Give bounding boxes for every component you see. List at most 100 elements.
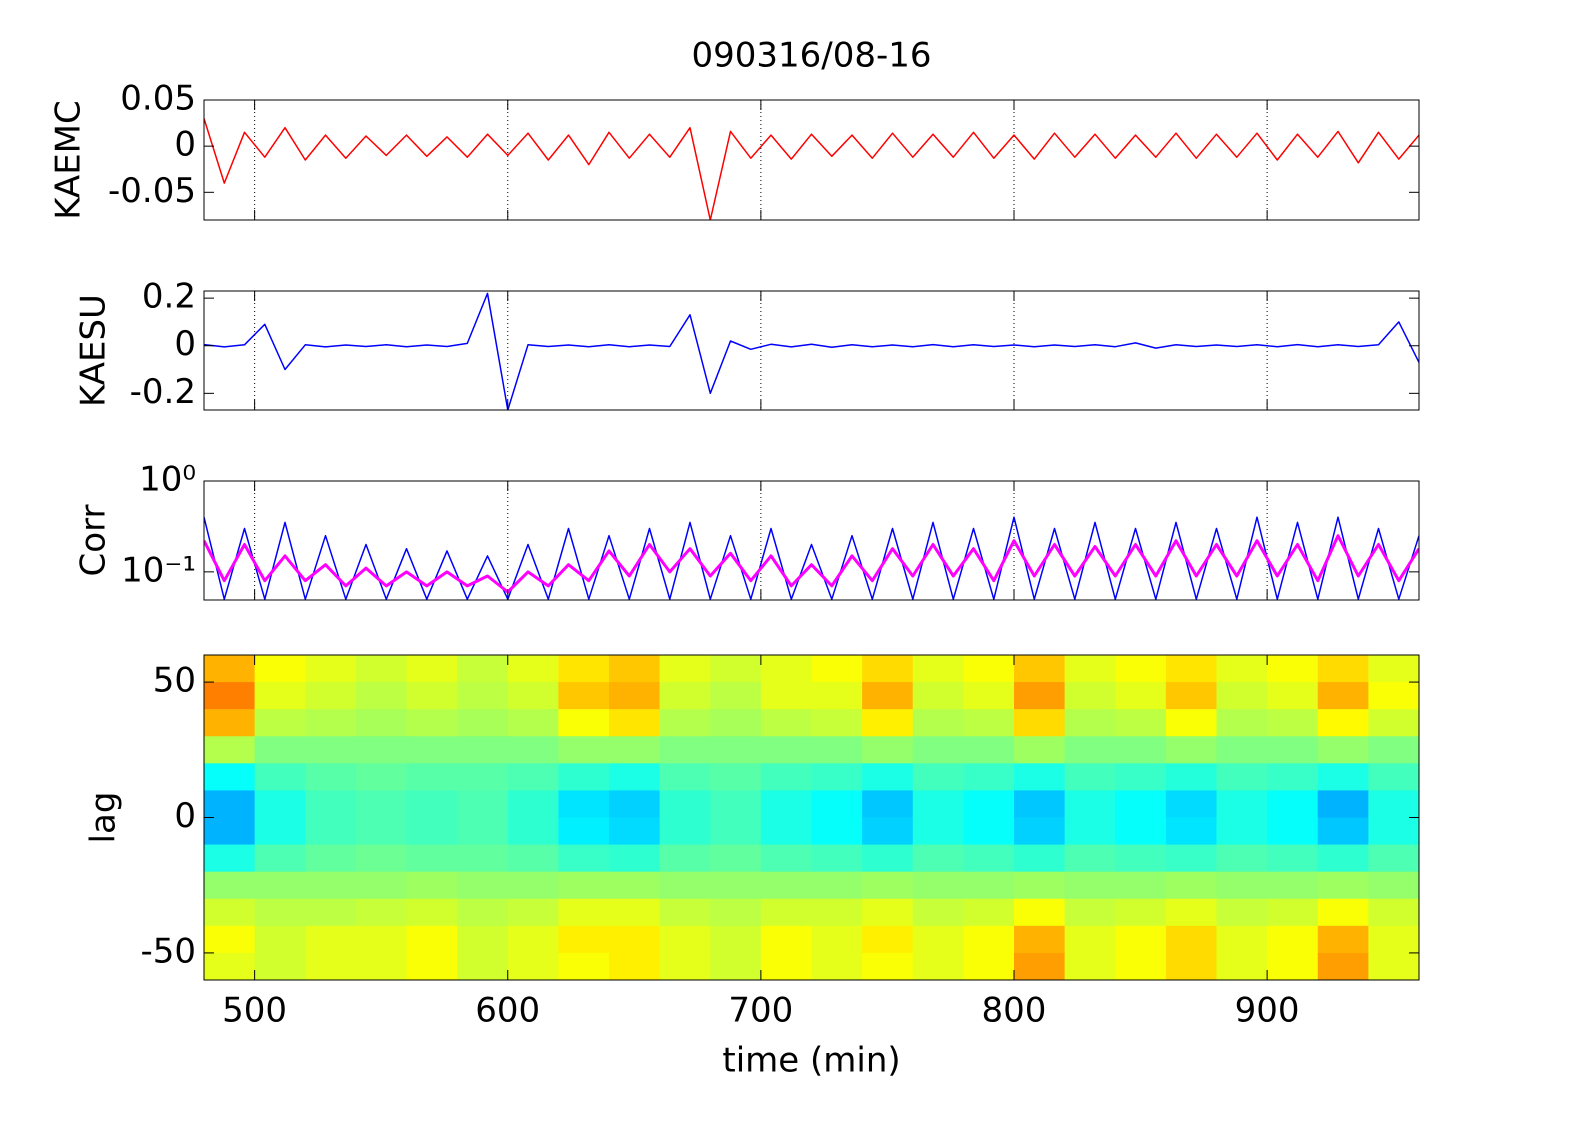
heatmap-cell: [963, 709, 1015, 737]
heatmap-cell: [1317, 736, 1369, 764]
heatmap-cell: [1317, 682, 1369, 710]
heatmap-cell: [862, 655, 914, 683]
heatmap-cell: [1165, 871, 1218, 900]
heatmap-cell: [1165, 736, 1218, 764]
heatmap-cell: [507, 925, 559, 954]
heatmap-cell: [1267, 952, 1319, 980]
heatmap-cell: [811, 763, 863, 792]
heatmap-cell: [1317, 925, 1369, 954]
heatmap-cell: [204, 871, 256, 900]
heatmap-cell: [811, 844, 863, 873]
series-line: [204, 292, 1419, 410]
heatmap-cell: [760, 655, 813, 683]
heatmap-cell: [1368, 817, 1419, 846]
heatmap-cell: [254, 952, 306, 980]
heatmap-cell: [912, 952, 964, 980]
heatmap-cell: [355, 790, 408, 819]
heatmap-cell: [406, 709, 458, 737]
heatmap-cell: [1216, 952, 1268, 980]
heatmap-cell: [710, 898, 762, 927]
series-line: [204, 118, 1419, 220]
heatmap-cell: [406, 817, 458, 846]
heatmap-cell: [1368, 655, 1419, 683]
heatmap-cell: [659, 763, 711, 792]
heatmap-cell: [406, 925, 458, 954]
heatmap-cell: [1368, 925, 1419, 954]
heatmap-cell: [1115, 952, 1167, 980]
y-tick-label: -50: [140, 931, 196, 971]
heatmap-cell: [1267, 925, 1319, 954]
heatmap-cell: [912, 736, 964, 764]
heatmap-cell: [1064, 898, 1116, 927]
heatmap-cell: [1014, 736, 1066, 764]
heatmap-cell: [1064, 709, 1116, 737]
heatmap-cell: [710, 655, 762, 683]
heatmap-cell: [457, 763, 509, 792]
heatmap-cell: [1014, 817, 1066, 846]
heatmap-cell: [305, 763, 357, 792]
heatmap-cell: [355, 655, 408, 683]
heatmap-cell: [305, 736, 357, 764]
heatmap-cell: [862, 682, 914, 710]
heatmap-cell: [457, 817, 509, 846]
heatmap-cell: [355, 844, 408, 873]
x-tick-label: 700: [728, 991, 793, 1031]
heatmap-cell: [1014, 898, 1066, 927]
heatmap-cell: [558, 871, 610, 900]
heatmap-cell: [1267, 709, 1319, 737]
heatmap-cell: [609, 898, 661, 927]
heatmap-cell: [1115, 736, 1167, 764]
heatmap-cell: [204, 763, 256, 792]
heatmap-cell: [406, 655, 458, 683]
plot-area: [204, 655, 1419, 980]
heatmap-cell: [1317, 952, 1369, 980]
heatmap-cell: [558, 898, 610, 927]
heatmap-cell: [1115, 844, 1167, 873]
y-tick-label: 0: [174, 324, 196, 364]
plot-area: [204, 481, 1419, 600]
heatmap-cell: [254, 763, 306, 792]
heatmap-cell: [1014, 790, 1066, 819]
heatmap-cell: [1115, 655, 1167, 683]
heatmap-cell: [1064, 817, 1116, 846]
heatmap-cell: [912, 790, 964, 819]
heatmap-cell: [659, 817, 711, 846]
heatmap-cell: [1216, 655, 1268, 683]
heatmap-cell: [710, 736, 762, 764]
y-tick-label: 0: [174, 125, 196, 165]
heatmap-cell: [457, 844, 509, 873]
heatmap-cell: [963, 655, 1015, 683]
heatmap-cell: [912, 817, 964, 846]
heatmap-cell: [1267, 844, 1319, 873]
plot-area: [204, 291, 1419, 410]
heatmap-cell: [760, 925, 813, 954]
heatmap-cell: [760, 790, 813, 819]
heatmap-cell: [457, 898, 509, 927]
heatmap-cell: [457, 925, 509, 954]
heatmap-cell: [609, 709, 661, 737]
heatmap-cell: [457, 709, 509, 737]
heatmap-cell: [912, 871, 964, 900]
heatmap-cell: [862, 736, 914, 764]
heatmap-cell: [558, 682, 610, 710]
heatmap-cell: [1064, 790, 1116, 819]
heatmap-cell: [811, 925, 863, 954]
y-tick-label: 50: [153, 661, 196, 701]
heatmap-cell: [1216, 817, 1268, 846]
x-axis-label: time (min): [722, 1041, 900, 1081]
heatmap-cell: [254, 682, 306, 710]
heatmap-cell: [558, 952, 610, 980]
y-tick-label: 0.05: [120, 79, 196, 119]
heatmap-cell: [305, 817, 357, 846]
heatmap-cell: [1014, 709, 1066, 737]
heatmap-cell: [1115, 763, 1167, 792]
y-tick-label: 0.2: [142, 277, 196, 317]
heatmap-cell: [710, 682, 762, 710]
heatmap-cell: [1317, 655, 1369, 683]
heatmap-cell: [811, 952, 863, 980]
heatmap-cell: [760, 844, 813, 873]
heatmap-cell: [355, 736, 408, 764]
heatmap-cell: [609, 655, 661, 683]
heatmap-cell: [305, 925, 357, 954]
heatmap-cell: [1267, 736, 1319, 764]
